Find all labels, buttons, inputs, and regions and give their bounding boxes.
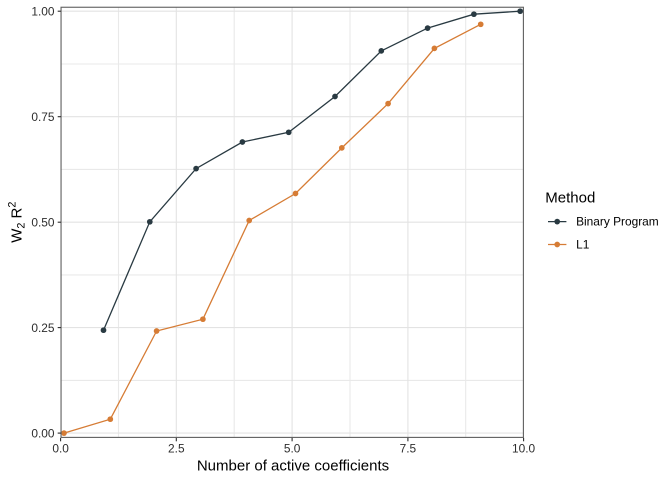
- svg-text:W2 R2: W2 R2: [6, 202, 27, 243]
- svg-text:Number of active coefficients: Number of active coefficients: [197, 458, 389, 475]
- svg-text:5.0: 5.0: [284, 441, 301, 455]
- svg-text:10.0: 10.0: [512, 441, 536, 455]
- svg-text:L1: L1: [576, 238, 590, 252]
- svg-text:Binary Program: Binary Program: [576, 215, 659, 229]
- svg-text:0.75: 0.75: [31, 110, 55, 124]
- svg-text:7.5: 7.5: [400, 441, 417, 455]
- svg-text:1.00: 1.00: [31, 5, 55, 19]
- svg-text:0.00: 0.00: [31, 426, 55, 440]
- svg-text:0.0: 0.0: [52, 441, 69, 455]
- svg-text:0.50: 0.50: [31, 216, 55, 230]
- svg-text:0.25: 0.25: [31, 321, 55, 335]
- svg-text:2.5: 2.5: [168, 441, 185, 455]
- svg-text:Method: Method: [545, 190, 595, 207]
